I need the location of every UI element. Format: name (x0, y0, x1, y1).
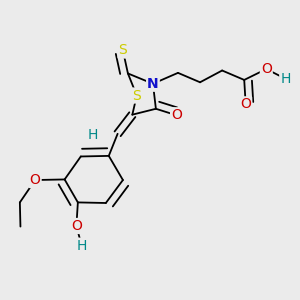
Text: H: H (76, 239, 87, 253)
Text: S: S (132, 88, 141, 103)
Text: S: S (118, 44, 127, 58)
Text: N: N (147, 77, 159, 91)
Text: O: O (240, 98, 251, 111)
Text: O: O (171, 108, 182, 122)
Text: O: O (71, 219, 82, 233)
Text: O: O (30, 173, 40, 187)
Text: H: H (87, 128, 98, 142)
Text: O: O (261, 62, 272, 76)
Text: H: H (280, 72, 291, 86)
